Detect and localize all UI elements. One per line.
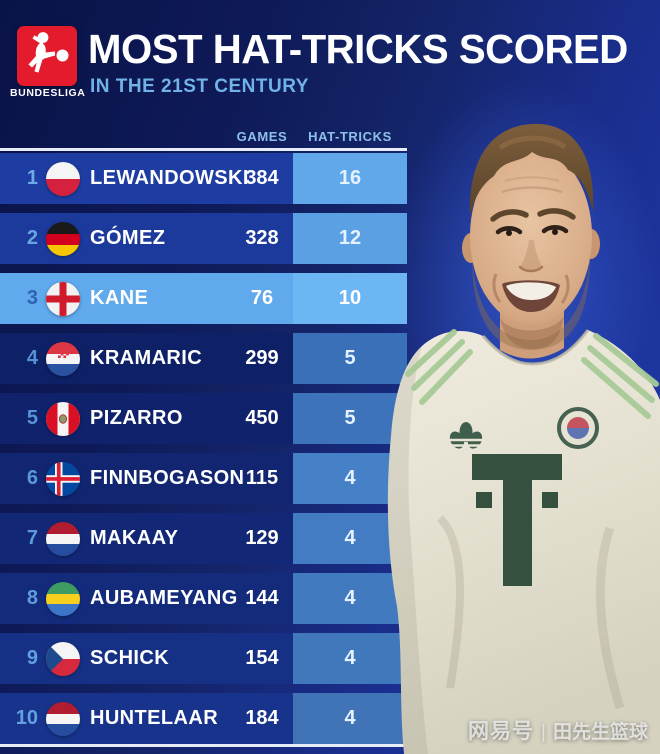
hattricks-count: 5 [344,347,356,369]
rank-number: 1 [26,167,38,189]
peru-flag-icon [46,401,80,436]
hattricks-cell: 12 [293,213,407,264]
games-count: 115 [245,467,279,489]
hattricks-cell: 4 [293,633,407,684]
table-row: 10 HUNTELAAR 184 4 [0,693,407,744]
rank-number: 6 [26,467,38,489]
hattricks-count: 4 [344,527,356,549]
hattricks-count: 4 [344,467,356,489]
watermark-account: 田先生篮球 [552,722,648,743]
netherlands-flag-icon [46,701,80,736]
games-count: 328 [245,227,279,249]
rank-number: 3 [26,287,38,309]
watermark: 网易号 | 田先生篮球 [468,715,648,745]
croatia-flag-icon [46,341,80,376]
player-name: HUNTELAAR [90,707,219,729]
netherlands-flag-icon [46,521,80,556]
games-count: 184 [245,707,279,729]
player-name: LEWANDOWSKI [90,167,249,189]
games-count: 450 [245,407,279,429]
table-row: 4 KRAMARIC 299 5 [0,333,407,384]
player-name: KANE [90,287,149,309]
rank-number: 7 [26,527,38,549]
table-row: 2 GÓMEZ 328 12 [0,213,407,264]
player-name: GÓMEZ [90,227,166,249]
rank-number: 10 [15,707,38,729]
hattricks-cell: 16 [293,153,407,204]
player-name: KRAMARIC [90,347,203,369]
watermark-separator: | [541,722,546,743]
games-count: 76 [250,287,274,309]
bundesliga-logo [17,26,77,86]
games-count: 299 [245,347,279,369]
rank-number: 8 [26,587,38,609]
table-row: 1 LEWANDOWSKI 384 16 [0,153,407,204]
column-header-games: GAMES [236,129,288,144]
watermark-brand: 网易号 [468,720,535,743]
table-row: 3 KANE 76 10 [0,273,407,324]
player-name: AUBAMEYANG [90,587,238,609]
hattricks-cell: 5 [293,333,407,384]
czech-republic-flag-icon [46,641,80,676]
rank-number: 2 [26,227,38,249]
hattricks-count: 10 [338,287,362,309]
hattricks-cell: 10 [293,273,407,324]
rank-number: 9 [26,647,38,669]
hattricks-cell: 4 [293,693,407,744]
hattricks-cell: 4 [293,453,407,504]
table-row: 8 AUBAMEYANG 144 4 [0,573,407,624]
player-name: SCHICK [90,647,170,669]
hattricks-cell: 4 [293,513,407,564]
player-name: FINNBOGASON [90,467,245,489]
background-glow [388,80,660,480]
games-count: 154 [245,647,279,669]
hattricks-count: 4 [344,587,356,609]
gabon-flag-icon [46,581,80,616]
hattricks-count: 5 [344,407,356,429]
page-subtitle: IN THE 21ST CENTURY [90,76,309,97]
england-flag-icon [46,281,80,316]
table-row: 7 MAKAAY 129 4 [0,513,407,564]
table-row: 5 PIZARRO 450 5 [0,393,407,444]
hattricks-count: 12 [338,227,362,249]
table-row: 6 FINNBOGASON 115 4 [0,453,407,504]
germany-flag-icon [46,221,80,256]
hattricks-cell: 5 [293,393,407,444]
player-name: MAKAAY [90,527,179,549]
rank-number: 4 [26,347,38,369]
page-title: MOST HAT-TRICKS SCORED [88,26,628,72]
poland-flag-icon [46,161,80,196]
table-top-divider [0,148,407,151]
games-count: 384 [245,167,279,189]
iceland-flag-icon [46,461,80,496]
bundesliga-kicker-icon [28,32,69,73]
hattricks-count: 16 [338,167,362,189]
rank-number: 5 [26,407,38,429]
hattricks-count: 4 [344,647,356,669]
games-count: 129 [245,527,279,549]
bundesliga-wordmark: BUNDESLIGA [10,87,86,99]
table-bottom-divider [0,744,407,747]
games-count: 144 [245,587,279,609]
column-header-hattricks: HAT-TRICKS [308,129,392,144]
hattricks-cell: 4 [293,573,407,624]
table-row: 9 SCHICK 154 4 [0,633,407,684]
player-name: PIZARRO [90,407,183,429]
hattricks-count: 4 [344,707,356,729]
